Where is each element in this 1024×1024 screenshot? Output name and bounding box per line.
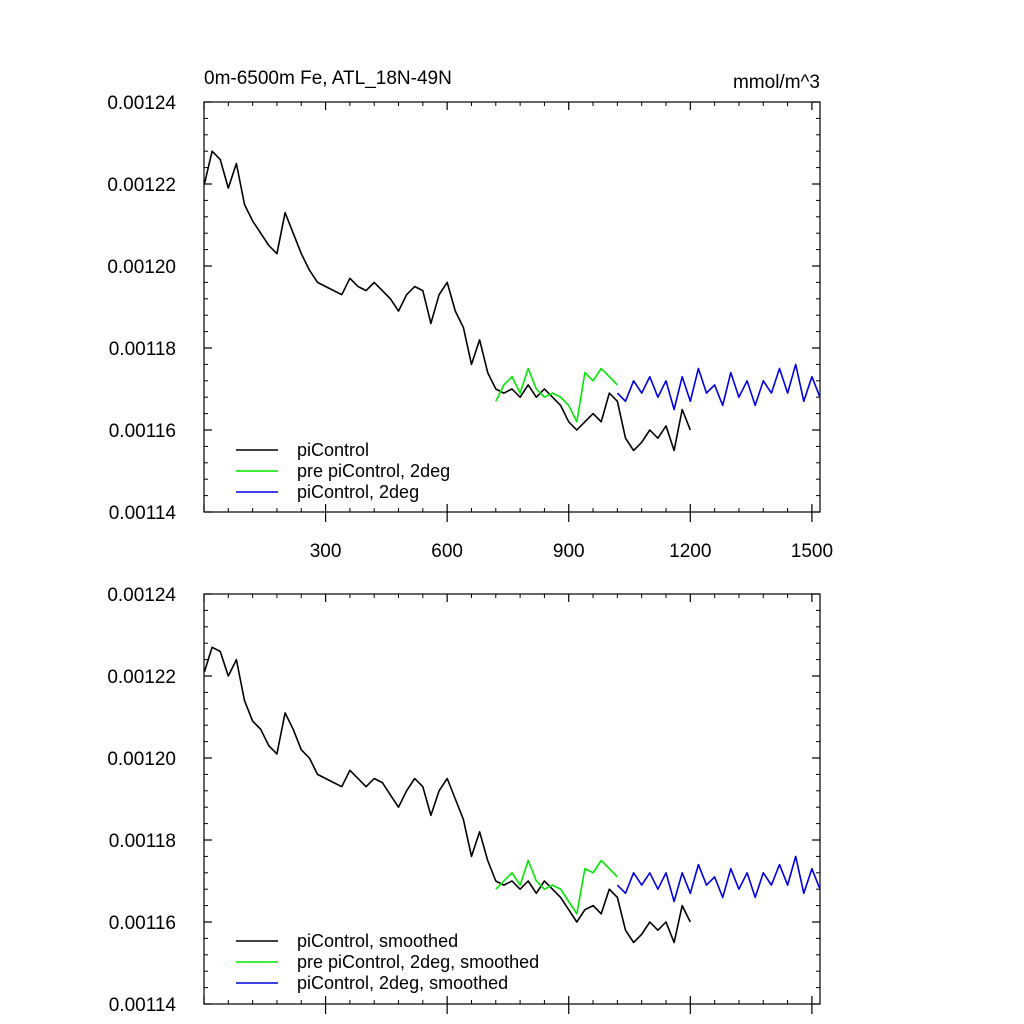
series-line-picontrol [203,150,692,452]
bottom-axis-ticks [203,593,820,1014]
top-x-tick-labels: 300 600 900 1200 1500 [310,541,833,562]
series-line-pre-picontrol-2deg-smoothed [495,859,618,915]
y-tick-label: 0.00116 [109,913,176,934]
x-tick-label: 1500 [791,541,833,562]
legend-label-picontrol-2deg: piControl, 2deg [297,482,419,502]
series-line-picontrol-2deg [616,363,821,411]
y-tick-label: 0.00118 [109,831,176,852]
bottom-chart-panel: 0.00114 0.00116 0.00118 0.00120 0.00122 0.001… [107,585,821,1016]
top-chart-title: 0m-6500m Fe, ATL_18N-49N [204,68,452,89]
y-tick-label: 0.00120 [107,749,176,770]
y-tick-label: 0.00116 [109,421,176,442]
top-legend: piControl pre piControl, 2deg piControl,… [236,440,450,502]
x-tick-label: 900 [553,541,585,562]
y-tick-label: 0.00118 [109,339,176,360]
top-series-group [203,150,821,452]
x-tick-label: 600 [431,541,463,562]
y-tick-label: 0.00124 [107,93,176,114]
x-tick-label: 1200 [669,541,711,562]
top-axis-ticks [203,101,820,522]
series-line-pre-picontrol-2deg [495,367,618,423]
top-chart-panel: 0m-6500m Fe, ATL_18N-49N mmol/m^3 0.0011… [107,68,833,562]
y-tick-label: 0.00124 [107,585,176,606]
legend-label-picontrol-smoothed: piControl, smoothed [297,931,458,951]
x-tick-label: 300 [310,541,342,562]
legend-label-picontrol: piControl [297,440,369,460]
bottom-legend: piControl, smoothed pre piControl, 2deg,… [236,931,539,993]
bottom-series-group [203,646,821,944]
bottom-y-tick-labels: 0.00114 0.00116 0.00118 0.00120 0.00122 0.001… [107,585,176,1016]
top-y-tick-labels: 0.00114 0.00116 0.00118 0.00120 0.00122 0.001… [107,93,176,524]
y-tick-label: 0.00114 [109,995,177,1016]
legend-label-picontrol-2deg-smoothed: piControl, 2deg, smoothed [297,973,508,993]
y-tick-label: 0.00122 [107,175,176,196]
top-chart-units: mmol/m^3 [733,72,820,93]
series-line-picontrol-2deg-smoothed [616,855,821,903]
y-tick-label: 0.00122 [107,667,176,688]
top-plot-frame [203,101,821,513]
y-tick-label: 0.00114 [109,503,177,524]
bottom-plot-frame [203,593,821,1005]
series-line-picontrol-smoothed [203,646,692,944]
legend-label-pre-picontrol-2deg-smoothed: pre piControl, 2deg, smoothed [297,952,539,972]
y-tick-label: 0.00120 [107,257,176,278]
legend-label-pre-picontrol-2deg: pre piControl, 2deg [297,461,450,481]
